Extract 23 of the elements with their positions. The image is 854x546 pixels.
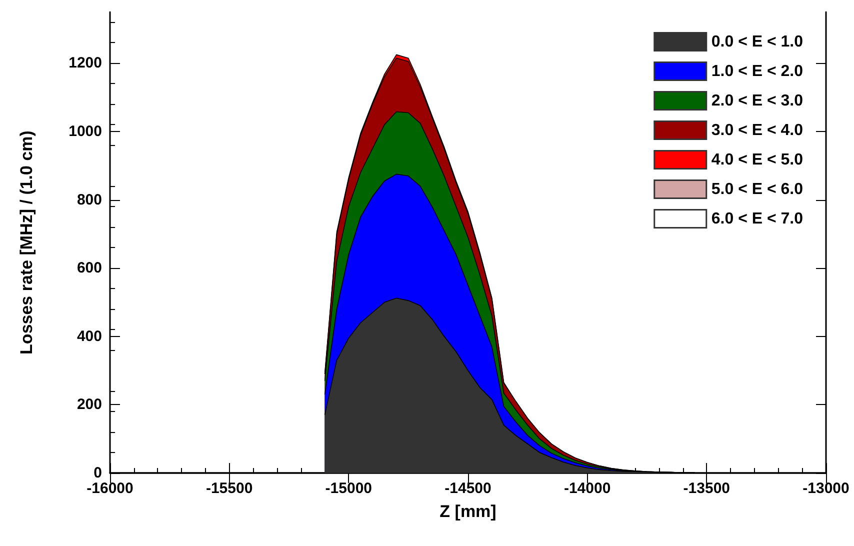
legend-label: 1.0 < E < 2.0 [711,62,804,80]
x-tick-label: -14500 [444,480,492,497]
y-tick-label: 800 [76,191,102,208]
y-tick-label: 200 [76,396,102,414]
legend-label: 0.0 < E < 1.0 [711,33,804,50]
legend-label: 2.0 < E < 3.0 [711,92,804,110]
y-tick-label: 1000 [68,123,102,140]
legend-label: 5.0 < E < 6.0 [711,180,804,198]
x-tick-label: -13000 [802,480,850,497]
y-tick-label: 0 [94,464,102,482]
y-tick-label: 600 [76,260,102,277]
x-tick-label: -14000 [564,480,611,497]
x-tick-label: -15500 [206,480,253,497]
x-axis-title: Z [mm] [440,502,496,521]
legend-label: 3.0 < E < 4.0 [711,122,804,139]
x-tick-label: -15000 [325,480,372,497]
y-tick-label: 1200 [68,54,102,72]
y-tick-label: 400 [76,328,102,345]
x-tick-label: -13500 [683,480,730,497]
legend-label: 6.0 < E < 7.0 [711,210,804,228]
x-tick-label: -16000 [86,480,134,497]
legend-label: 4.0 < E < 5.0 [711,151,804,168]
y-axis-title: Losses rate [MHz] / (1.0 cm) [17,130,36,354]
